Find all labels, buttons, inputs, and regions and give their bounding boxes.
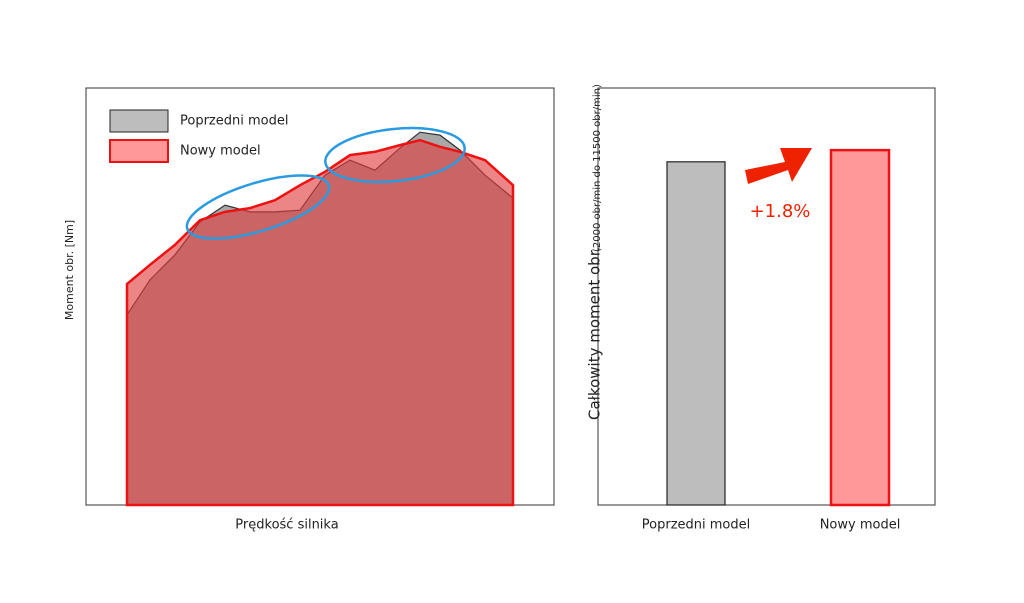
y-axis-label: Moment obr. [Nm] <box>63 220 76 320</box>
x-tick-label: Nowy model <box>820 518 901 533</box>
legend-swatch <box>109 139 169 163</box>
highlight-ellipse <box>324 126 466 184</box>
bar <box>829 148 891 507</box>
plot-frame <box>597 87 936 506</box>
legend-label: Nowy model <box>180 144 261 159</box>
area-layer <box>125 131 515 507</box>
x-axis-label: Prędkość silnika <box>235 518 338 533</box>
legend-label: Poprzedni model <box>180 114 288 129</box>
annotation: +1.8% <box>750 201 811 222</box>
highlight-ellipse <box>185 174 331 240</box>
y-axis-label: Całkowity moment obr. <box>586 247 604 420</box>
y-axis-note: (2000 obr/min do 11500 obr/min) <box>592 84 603 252</box>
area <box>125 138 515 507</box>
x-tick-label: Poprzedni model <box>642 518 750 533</box>
bar <box>666 161 726 506</box>
legend-swatch <box>109 109 169 133</box>
arrow <box>745 148 812 184</box>
